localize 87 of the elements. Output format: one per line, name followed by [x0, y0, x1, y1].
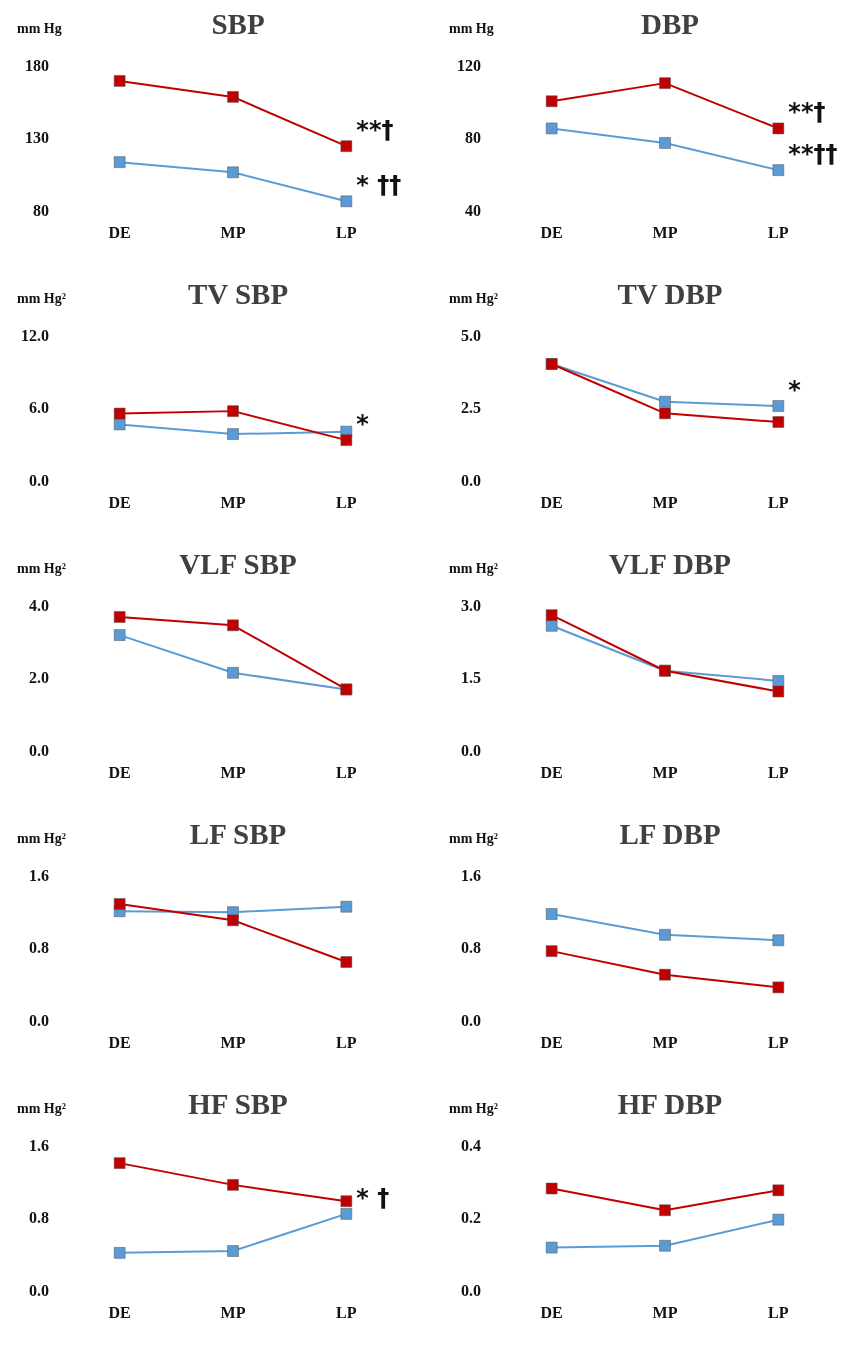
y-tick-label: 0.2 — [461, 1209, 481, 1226]
chart-title: VLF DBP — [608, 547, 732, 580]
y-tick-label: 0.0 — [29, 1281, 49, 1299]
x-tick-label: MP — [652, 1033, 678, 1051]
annotation: **† — [788, 98, 826, 127]
y-tick-label: 0.8 — [29, 939, 49, 956]
y-axis-title: mm Hg² — [449, 290, 498, 306]
y-tick-label: 0.0 — [461, 1011, 481, 1029]
chart-title: DBP — [641, 7, 699, 40]
y-tick-label: 1.6 — [29, 866, 49, 884]
chart-title: SBP — [211, 7, 265, 40]
x-tick-label: MP — [652, 1303, 678, 1321]
x-tick-label: MP — [652, 763, 678, 781]
y-tick-label: 120 — [457, 56, 481, 74]
annotation: * †† — [356, 171, 402, 200]
x-tick-label: MP — [652, 223, 678, 241]
y-tick-label: 1.6 — [461, 866, 481, 884]
chart-title: LF DBP — [619, 817, 721, 850]
x-tick-label: LP — [336, 493, 357, 511]
y-tick-label: 130 — [25, 129, 49, 146]
x-tick-label: LP — [768, 493, 789, 511]
y-tick-label: 0.0 — [461, 1281, 481, 1299]
y-tick-label: 2.5 — [461, 399, 481, 416]
x-tick-label: LP — [768, 1033, 789, 1051]
x-tick-label: LP — [768, 223, 789, 241]
y-tick-label: 0.8 — [29, 1209, 49, 1226]
x-tick-label: DE — [540, 493, 563, 511]
y-axis-title: mm Hg² — [449, 830, 498, 846]
y-axis-title: mm Hg — [449, 20, 494, 36]
y-tick-label: 80 — [465, 129, 481, 146]
y-tick-label: 1.5 — [461, 669, 481, 686]
x-tick-label: DE — [108, 1033, 131, 1051]
x-tick-label: MP — [220, 493, 246, 511]
y-tick-label: 12.0 — [21, 326, 49, 344]
x-tick-label: MP — [220, 1033, 246, 1051]
y-axis-title: mm Hg² — [17, 560, 66, 576]
x-tick-label: DE — [540, 223, 563, 241]
y-tick-label: 0.0 — [29, 741, 49, 759]
x-tick-label: LP — [336, 1033, 357, 1051]
x-tick-label: DE — [540, 1303, 563, 1321]
x-tick-label: MP — [220, 223, 246, 241]
x-tick-label: MP — [220, 763, 246, 781]
y-tick-label: 5.0 — [461, 326, 481, 344]
y-tick-label: 2.0 — [29, 669, 49, 686]
annotation: * — [788, 376, 802, 405]
y-tick-label: 0.0 — [461, 471, 481, 489]
chart-title: HF SBP — [188, 1087, 288, 1120]
annotation: **† — [356, 116, 394, 145]
y-tick-label: 6.0 — [29, 399, 49, 416]
y-axis-title: mm Hg² — [17, 290, 66, 306]
x-tick-label: DE — [108, 223, 131, 241]
x-tick-label: DE — [108, 1303, 131, 1321]
y-tick-label: 0.0 — [29, 1011, 49, 1029]
x-tick-label: LP — [768, 1303, 789, 1321]
chart-title: VLF SBP — [179, 547, 297, 580]
annotation: * † — [356, 1183, 390, 1212]
chart-title: TV SBP — [187, 277, 289, 310]
y-tick-label: 0.8 — [461, 939, 481, 956]
x-tick-label: LP — [336, 763, 357, 781]
x-tick-label: DE — [108, 493, 131, 511]
x-tick-label: DE — [540, 1033, 563, 1051]
y-tick-label: 1.6 — [29, 1136, 49, 1154]
y-tick-label: 0.4 — [461, 1136, 481, 1154]
y-axis-title: mm Hg — [17, 20, 62, 36]
y-tick-label: 80 — [33, 201, 49, 219]
x-tick-label: DE — [108, 763, 131, 781]
x-tick-label: LP — [768, 763, 789, 781]
y-tick-label: 0.0 — [29, 471, 49, 489]
chart-title: HF DBP — [617, 1087, 723, 1120]
x-tick-label: LP — [336, 223, 357, 241]
y-tick-label: 0.0 — [461, 741, 481, 759]
y-tick-label: 4.0 — [29, 596, 49, 614]
y-tick-label: 180 — [25, 56, 49, 74]
y-tick-label: 3.0 — [461, 596, 481, 614]
x-tick-label: MP — [220, 1303, 246, 1321]
y-axis-title: mm Hg² — [449, 560, 498, 576]
chart-title: TV DBP — [617, 277, 723, 310]
x-tick-label: DE — [540, 763, 563, 781]
annotation: **†† — [788, 140, 838, 169]
chart-title: LF SBP — [189, 817, 287, 850]
y-tick-label: 40 — [465, 201, 481, 219]
x-tick-label: MP — [652, 493, 678, 511]
x-tick-label: LP — [336, 1303, 357, 1321]
annotation: * — [356, 410, 370, 439]
y-axis-title: mm Hg² — [17, 830, 66, 846]
y-axis-title: mm Hg² — [449, 1100, 498, 1116]
y-axis-title: mm Hg² — [17, 1100, 66, 1116]
